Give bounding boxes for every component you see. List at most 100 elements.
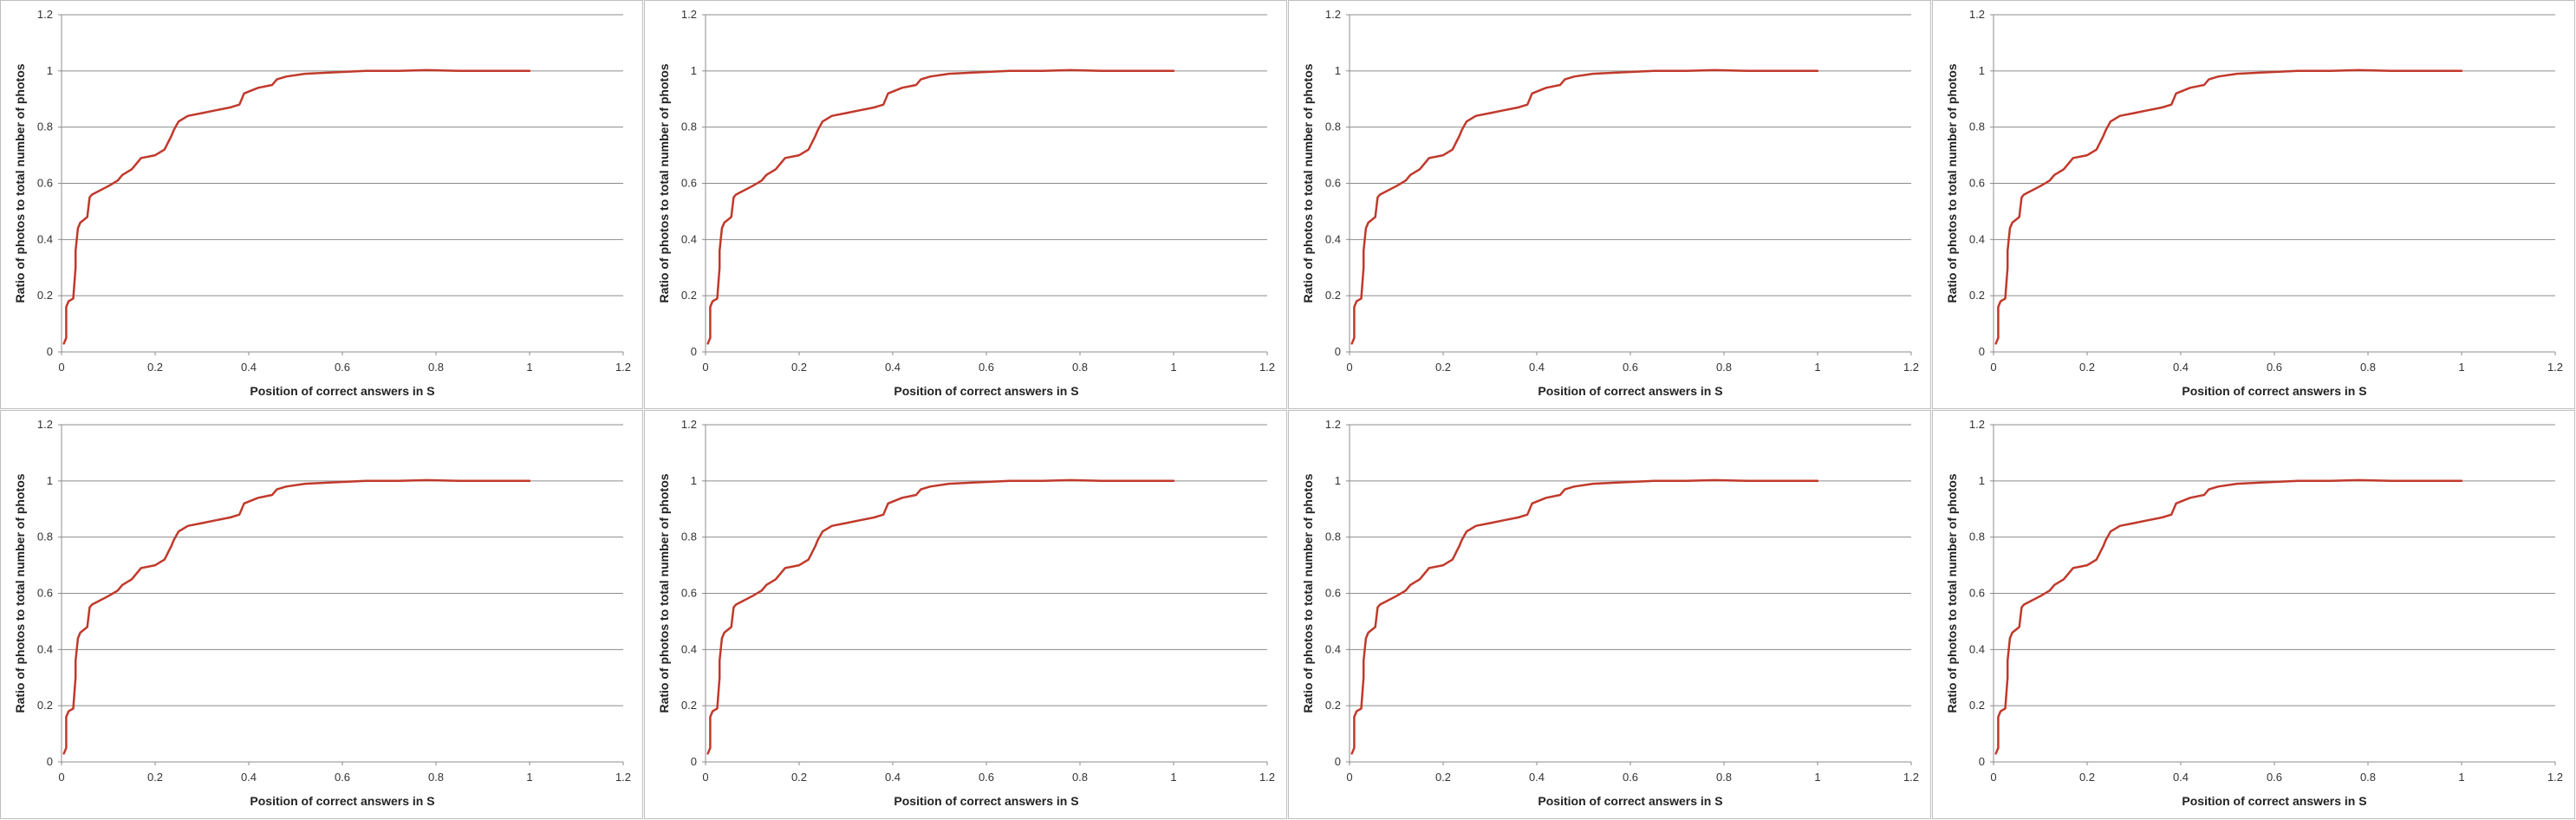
y-tick-label: 1 — [1979, 64, 1985, 77]
chart-panel: 0 0.2 0.4 0.6 0.8 1 1.2 0 0.2 0.4 0.6 0.8 1 1.2 Positi… — [0, 0, 643, 409]
x-tick-label: 0.4 — [2173, 361, 2189, 374]
chart-panel: 0 0.2 0.4 0.6 0.8 1 1.2 0 0.2 0.4 0.6 0.8 1 1.2 Positi… — [1932, 0, 2575, 409]
y-tick-label: 1.2 — [37, 8, 53, 21]
y-tick-label: 0 — [1979, 755, 1985, 768]
x-tick-label: 0.8 — [1072, 361, 1088, 374]
chart-svg: 0 0.2 0.4 0.6 0.8 1 1.2 0 0.2 0.4 0.6 0.8 1 1.2 Positi… — [13, 8, 631, 398]
chart-svg: 0 0.2 0.4 0.6 0.8 1 1.2 0 0.2 0.4 0.6 0.8 1 1.2 Positi… — [1945, 418, 2563, 808]
y-tick-label: 0.6 — [1969, 177, 1985, 190]
series-line — [1994, 68, 2463, 345]
x-tick-label: 1.2 — [1903, 361, 1919, 374]
x-axis-title: Position of correct answers in S — [2182, 384, 2366, 398]
x-tick-label: 0 — [1346, 361, 1352, 374]
y-tick-label: 0.4 — [1325, 642, 1341, 655]
chart-svg: 0 0.2 0.4 0.6 0.8 1 1.2 0 0.2 0.4 0.6 0.8 1 1.2 Positi… — [1301, 8, 1919, 398]
y-tick-label: 1 — [691, 64, 697, 77]
x-tick-label: 0.2 — [2079, 361, 2095, 374]
chart-panel: 0 0.2 0.4 0.6 0.8 1 1.2 0 0.2 0.4 0.6 0.8 1 1.2 Positi… — [0, 410, 643, 819]
x-tick-label: 0.8 — [1716, 771, 1732, 784]
x-tick-label: 0.6 — [1623, 771, 1638, 784]
x-tick-label: 0.6 — [335, 771, 350, 784]
y-axis-title: Ratio of photos to total number of photo… — [657, 63, 671, 303]
chart-svg: 0 0.2 0.4 0.6 0.8 1 1.2 0 0.2 0.4 0.6 0.8 1 1.2 Positi… — [1945, 8, 2563, 398]
y-axis-title: Ratio of photos to total number of photo… — [657, 473, 671, 713]
y-tick-label: 0.4 — [681, 232, 697, 245]
y-tick-label: 0.4 — [37, 642, 53, 655]
x-tick-label: 0 — [702, 361, 708, 374]
x-tick-label: 0.8 — [428, 361, 444, 374]
y-tick-label: 1.2 — [1325, 418, 1341, 431]
series-line — [62, 478, 531, 755]
x-tick-label: 0.4 — [1529, 771, 1545, 784]
y-tick-label: 1 — [47, 64, 53, 77]
x-tick-label: 1 — [1814, 361, 1820, 374]
y-tick-label: 0.8 — [37, 120, 53, 133]
chart-svg: 0 0.2 0.4 0.6 0.8 1 1.2 0 0.2 0.4 0.6 0.8 1 1.2 Positi… — [657, 418, 1275, 808]
x-axis-title: Position of correct answers in S — [894, 794, 1078, 808]
y-tick-label: 0.2 — [681, 699, 697, 712]
chart-svg: 0 0.2 0.4 0.6 0.8 1 1.2 0 0.2 0.4 0.6 0.8 1 1.2 Positi… — [1301, 418, 1919, 808]
x-tick-label: 1.2 — [2547, 361, 2563, 374]
x-tick-label: 0.6 — [979, 771, 994, 784]
series-line — [706, 68, 1175, 345]
y-tick-label: 0 — [47, 345, 53, 358]
y-tick-label: 1.2 — [1969, 8, 1985, 21]
x-tick-label: 0.2 — [1435, 771, 1451, 784]
y-tick-label: 0.2 — [37, 699, 53, 712]
series-line — [1350, 68, 1819, 345]
x-tick-label: 1.2 — [615, 771, 631, 784]
x-tick-label: 0.2 — [791, 771, 807, 784]
x-tick-label: 1 — [1814, 771, 1820, 784]
y-tick-label: 0.8 — [681, 120, 697, 133]
y-tick-label: 0.4 — [1969, 232, 1985, 245]
chart-panel: 0 0.2 0.4 0.6 0.8 1 1.2 0 0.2 0.4 0.6 0.8 1 1.2 Positi… — [1288, 0, 1931, 409]
x-tick-label: 0.4 — [241, 361, 257, 374]
x-axis-title: Position of correct answers in S — [250, 384, 434, 398]
y-axis-title: Ratio of photos to total number of photo… — [13, 63, 27, 303]
series-line — [1350, 478, 1819, 755]
x-tick-label: 0.2 — [791, 361, 807, 374]
y-tick-label: 0.6 — [1969, 587, 1985, 600]
y-axis-title: Ratio of photos to total number of photo… — [1945, 63, 1959, 303]
x-tick-label: 0.8 — [2360, 361, 2376, 374]
x-tick-label: 0.2 — [147, 771, 163, 784]
y-tick-label: 0 — [691, 755, 697, 768]
x-tick-label: 0.8 — [1072, 771, 1088, 784]
y-tick-label: 1 — [1335, 474, 1341, 487]
chart-svg: 0 0.2 0.4 0.6 0.8 1 1.2 0 0.2 0.4 0.6 0.8 1 1.2 Positi… — [657, 8, 1275, 398]
y-tick-label: 1.2 — [1969, 418, 1985, 431]
y-tick-label: 0.2 — [1969, 699, 1985, 712]
x-tick-label: 0.4 — [2173, 771, 2189, 784]
y-tick-label: 0.8 — [1325, 530, 1341, 543]
chart-panel: 0 0.2 0.4 0.6 0.8 1 1.2 0 0.2 0.4 0.6 0.8 1 1.2 Positi… — [644, 0, 1287, 409]
x-tick-label: 0.6 — [335, 361, 350, 374]
y-tick-label: 0.2 — [681, 289, 697, 302]
x-tick-label: 1 — [1170, 361, 1176, 374]
y-tick-label: 0.4 — [37, 232, 53, 245]
x-tick-label: 1 — [526, 771, 532, 784]
y-tick-label: 1.2 — [1325, 8, 1341, 21]
x-tick-label: 0.6 — [1623, 361, 1638, 374]
series-line — [1994, 478, 2463, 755]
x-axis-title: Position of correct answers in S — [250, 794, 434, 808]
y-tick-label: 0.6 — [681, 587, 697, 600]
y-tick-label: 0.6 — [1325, 177, 1341, 190]
x-tick-label: 0 — [702, 771, 708, 784]
y-tick-label: 0.2 — [37, 289, 53, 302]
y-tick-label: 0.6 — [37, 177, 53, 190]
y-tick-label: 0.4 — [1325, 232, 1341, 245]
x-axis-title: Position of correct answers in S — [1538, 794, 1722, 808]
chart-panel: 0 0.2 0.4 0.6 0.8 1 1.2 0 0.2 0.4 0.6 0.8 1 1.2 Positi… — [1932, 410, 2575, 819]
x-tick-label: 0.2 — [1435, 361, 1451, 374]
y-tick-label: 0.2 — [1969, 289, 1985, 302]
x-tick-label: 1 — [1170, 771, 1176, 784]
x-tick-label: 0.6 — [2267, 361, 2282, 374]
y-tick-label: 1 — [1979, 474, 1985, 487]
y-tick-label: 0.6 — [1325, 587, 1341, 600]
x-tick-label: 0 — [58, 771, 64, 784]
x-tick-label: 0.4 — [241, 771, 257, 784]
x-tick-label: 1.2 — [615, 361, 631, 374]
chart-svg: 0 0.2 0.4 0.6 0.8 1 1.2 0 0.2 0.4 0.6 0.8 1 1.2 Positi… — [13, 418, 631, 808]
y-tick-label: 1.2 — [681, 8, 697, 21]
